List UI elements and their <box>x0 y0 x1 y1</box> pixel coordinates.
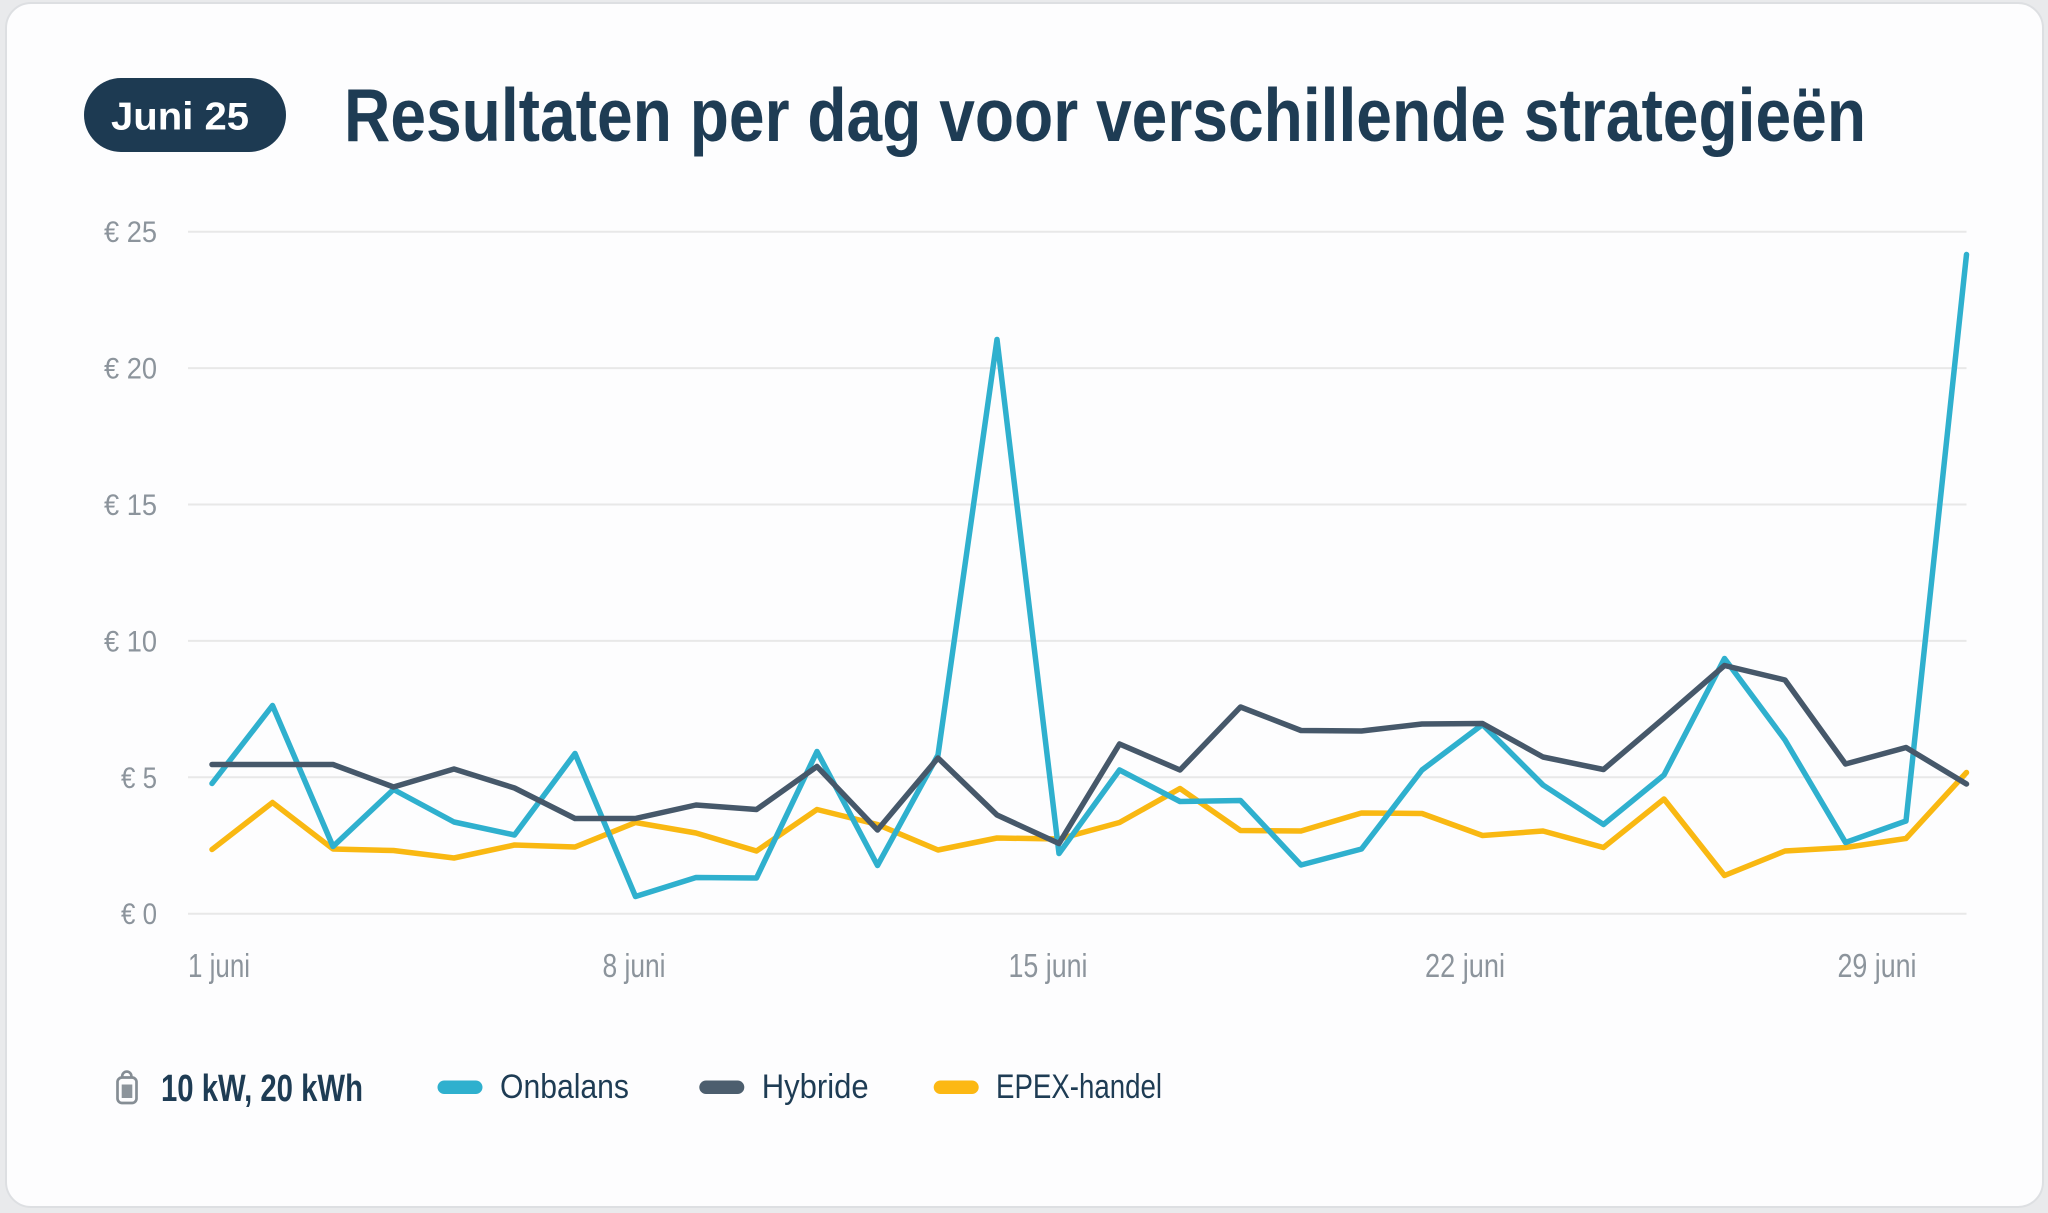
svg-text:EPEX-handel: EPEX-handel <box>996 1068 1162 1106</box>
svg-text:8 juni: 8 juni <box>603 947 666 984</box>
svg-text:10 kW, 20 kWh: 10 kW, 20 kWh <box>161 1068 363 1110</box>
svg-text:€ 20: € 20 <box>104 353 157 386</box>
svg-text:€ 5: € 5 <box>121 762 157 795</box>
svg-text:Onbalans: Onbalans <box>500 1068 629 1106</box>
svg-text:Hybride: Hybride <box>762 1068 869 1106</box>
svg-text:Resultaten per dag voor versch: Resultaten per dag voor verschillende st… <box>344 73 1866 157</box>
svg-text:29 juni: 29 juni <box>1838 947 1917 984</box>
svg-text:€ 15: € 15 <box>104 489 157 522</box>
svg-text:€ 25: € 25 <box>104 216 157 249</box>
svg-text:Juni 25: Juni 25 <box>111 96 249 139</box>
svg-text:€ 0: € 0 <box>121 898 157 931</box>
svg-text:15 juni: 15 juni <box>1009 947 1088 984</box>
svg-text:22 juni: 22 juni <box>1425 947 1505 984</box>
svg-text:€ 10: € 10 <box>104 625 157 658</box>
svg-text:1 juni: 1 juni <box>188 947 250 984</box>
